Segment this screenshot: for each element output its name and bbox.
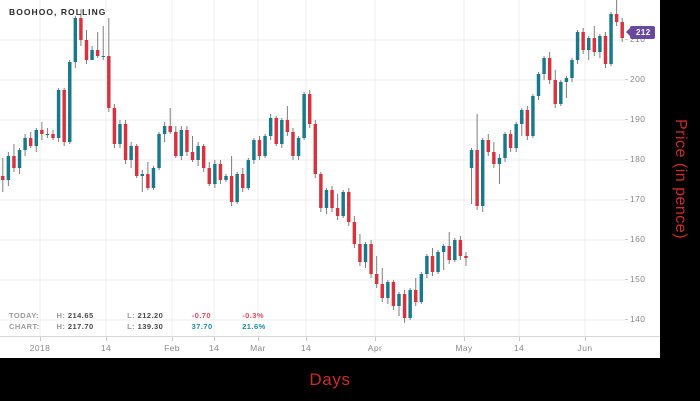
x-axis-tick-mark bbox=[464, 337, 465, 341]
y-axis: 210 200 190 180 170 160 150 140 bbox=[625, 0, 660, 336]
stats-today-high-value: 214.65 bbox=[67, 311, 94, 320]
stats-today-low-key: L: bbox=[127, 311, 136, 320]
stats-row-chart: CHART: H: 217.70 L: 139.30 37.70 21.6% bbox=[9, 321, 288, 332]
chart-gridlines bbox=[0, 0, 625, 336]
stats-chart-low-value: 139.30 bbox=[137, 322, 164, 331]
y-axis-title: Price (in pence) bbox=[660, 0, 700, 358]
x-axis-tick-mark bbox=[306, 337, 307, 341]
stats-chart-change: 37.70 bbox=[191, 322, 213, 331]
page-title: BOOHOO, ROLLING bbox=[9, 7, 107, 17]
x-axis-tick-Apr: Apr bbox=[367, 343, 383, 353]
stats-chart-high-value: 217.70 bbox=[67, 322, 94, 331]
x-axis-tick-mark bbox=[172, 337, 173, 341]
stats-chart-high: H: 217.70 bbox=[57, 321, 125, 332]
y-axis-tick-200: 200 bbox=[625, 74, 645, 84]
x-axis-tick-mark bbox=[519, 337, 520, 341]
x-axis-tick-Jun: Jun bbox=[577, 343, 593, 353]
current-price-badge: 212 bbox=[626, 25, 655, 39]
stats-today-high: H: 214.65 bbox=[57, 310, 125, 321]
x-axis: 2018 14 Feb 14 Mar 14 Apr May 14 Jun bbox=[0, 336, 660, 358]
y-axis-tick-150: 150 bbox=[625, 274, 645, 284]
stats-today-high-key: H: bbox=[56, 311, 66, 320]
y-axis-tick-180: 180 bbox=[625, 154, 645, 164]
x-axis-tick-14: 14 bbox=[300, 343, 312, 353]
x-axis-tick-mark bbox=[106, 337, 107, 341]
x-axis-tick-14: 14 bbox=[100, 343, 112, 353]
y-axis-tick-190: 190 bbox=[625, 114, 645, 124]
stats-today-change-percent: -0.3% bbox=[242, 311, 265, 320]
y-axis-tick-160: 160 bbox=[625, 234, 645, 244]
y-axis-tick-210: 210 bbox=[625, 34, 645, 44]
plot-area bbox=[0, 0, 625, 336]
stats-today-change: -0.70 bbox=[191, 311, 211, 320]
candlestick-series bbox=[1, 0, 624, 323]
quote-stats-panel: TODAY: H: 214.65 L: 212.20 -0.70 -0.3% C… bbox=[9, 310, 288, 332]
x-axis-tick-Feb: Feb bbox=[164, 343, 180, 353]
stats-today-low: L: 212.20 bbox=[127, 310, 189, 321]
stats-chart-label: CHART: bbox=[9, 322, 40, 331]
x-axis-tick-May: May bbox=[455, 343, 473, 353]
stats-today-label: TODAY: bbox=[9, 311, 40, 320]
x-axis-tick-mark bbox=[40, 337, 41, 341]
y-axis-tick-170: 170 bbox=[625, 194, 645, 204]
stats-chart-high-key: H: bbox=[56, 322, 66, 331]
chart-panel: BOOHOO, ROLLING TODAY: H: 214.65 L: 212.… bbox=[0, 0, 660, 358]
x-axis-tick-14: 14 bbox=[513, 343, 525, 353]
x-axis-tick-mark bbox=[375, 337, 376, 341]
stats-chart-low-key: L: bbox=[127, 322, 136, 331]
x-axis-tick-Mar: Mar bbox=[250, 343, 266, 353]
stats-chart-low: L: 139.30 bbox=[127, 321, 189, 332]
y-axis-tick-140: 140 bbox=[625, 314, 645, 324]
x-axis-tick-2018: 2018 bbox=[29, 343, 51, 353]
stats-row-today: TODAY: H: 214.65 L: 212.20 -0.70 -0.3% bbox=[9, 310, 288, 321]
x-axis-tick-mark bbox=[214, 337, 215, 341]
y-axis-title-label: Price (in pence) bbox=[672, 118, 690, 240]
stats-today-low-value: 212.20 bbox=[137, 311, 164, 320]
x-axis-tick-14: 14 bbox=[208, 343, 220, 353]
x-axis-tick-mark bbox=[258, 337, 259, 341]
x-axis-tick-mark bbox=[585, 337, 586, 341]
stats-chart-change-percent: 21.6% bbox=[242, 322, 266, 331]
x-axis-title: Days bbox=[309, 369, 351, 389]
